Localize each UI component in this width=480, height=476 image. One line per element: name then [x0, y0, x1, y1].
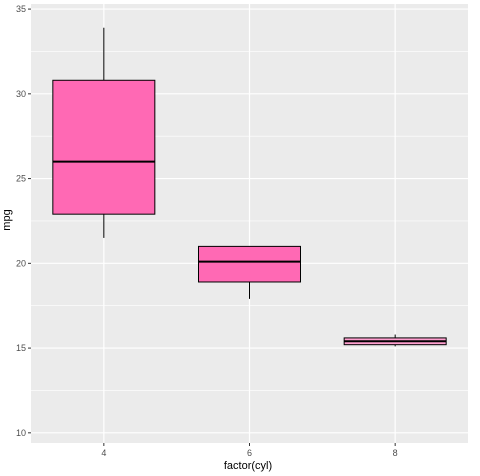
boxes — [52, 27, 447, 347]
y-tick-label: 35 — [16, 4, 26, 14]
x-tick-label: 8 — [393, 448, 398, 458]
y-axis-title: mpg — [1, 209, 13, 230]
box-iqr — [198, 245, 301, 283]
y-tick-label: 30 — [16, 89, 26, 99]
x-tick-label: 4 — [101, 448, 106, 458]
y-tick-label: 15 — [16, 343, 26, 353]
x-tick-label: 6 — [247, 448, 252, 458]
y-tick-label: 10 — [16, 428, 26, 438]
x-axis-title: factor(cyl) — [224, 460, 272, 472]
y-tick-label: 20 — [16, 258, 26, 268]
box-6 — [198, 245, 301, 299]
box-iqr — [52, 79, 156, 215]
x-axis: 4 6 8 — [101, 443, 398, 458]
y-axis: 10 15 20 25 30 35 — [16, 4, 31, 438]
y-tick-label: 25 — [16, 174, 26, 184]
box-4 — [52, 27, 156, 238]
box-8 — [343, 334, 447, 347]
